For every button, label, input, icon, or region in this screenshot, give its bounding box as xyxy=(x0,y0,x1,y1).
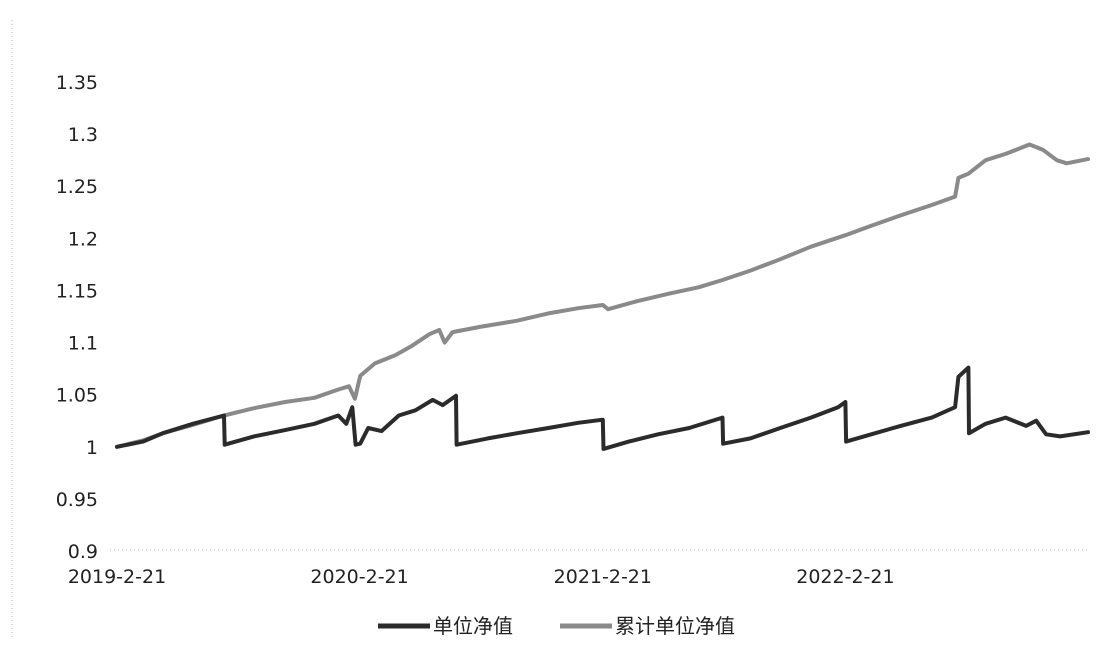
x-tick-label: 2020-2-21 xyxy=(310,566,408,588)
y-tick-label: 1.15 xyxy=(56,280,98,302)
legend-label: 单位净值 xyxy=(433,614,513,638)
legend-item-1: 累计单位净值 xyxy=(560,614,735,638)
x-tick-label: 2019-2-21 xyxy=(68,566,166,588)
y-tick-label: 1.1 xyxy=(68,333,98,355)
legend: 单位净值 累计单位净值 xyxy=(378,614,735,638)
x-tick-label: 2022-2-21 xyxy=(796,566,894,588)
y-axis: 1.35 1.3 1.25 1.2 1.15 1.1 1.05 1 0.95 0.9 xyxy=(56,72,98,563)
legend-label: 累计单位净值 xyxy=(615,614,735,638)
series-line-1 xyxy=(115,142,1090,449)
y-tick-label: 0.95 xyxy=(56,489,98,511)
x-axis: 2019-2-21 2020-2-21 2021-2-21 2022-2-21 xyxy=(68,566,895,588)
y-tick-label: 1 xyxy=(86,437,98,459)
y-tick-label: 1.05 xyxy=(56,385,98,407)
y-tick-label: 0.9 xyxy=(68,541,98,563)
y-tick-label: 1.2 xyxy=(68,228,98,250)
y-tick-label: 1.25 xyxy=(56,176,98,198)
plot-area xyxy=(115,142,1090,451)
x-tick-label: 2021-2-21 xyxy=(554,566,652,588)
legend-item-0: 单位净值 xyxy=(378,614,513,638)
y-tick-label: 1.35 xyxy=(56,72,98,94)
y-tick-label: 1.3 xyxy=(68,124,98,146)
series-line-0 xyxy=(115,365,1090,451)
